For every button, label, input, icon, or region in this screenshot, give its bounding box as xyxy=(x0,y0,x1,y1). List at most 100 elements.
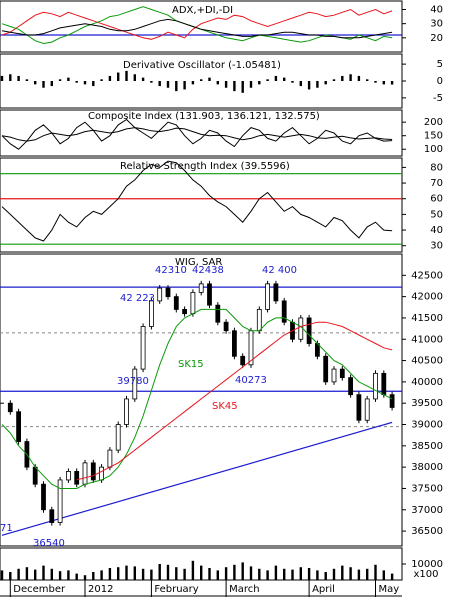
bar xyxy=(158,81,161,87)
bar xyxy=(266,79,269,81)
bar xyxy=(75,81,78,83)
candle xyxy=(157,287,163,302)
candle xyxy=(16,411,22,442)
bar xyxy=(299,567,302,580)
bar xyxy=(241,81,244,93)
bar xyxy=(341,75,344,81)
bar xyxy=(108,75,112,81)
bar xyxy=(9,74,12,81)
y-tick-label: 70 xyxy=(430,178,443,189)
candle xyxy=(323,355,329,383)
panel-title: Derivative Oscillator (-1.05481) xyxy=(123,60,281,71)
candle xyxy=(132,368,138,400)
bar xyxy=(25,79,29,81)
bar xyxy=(42,565,45,580)
annotation: 42438 xyxy=(192,265,224,276)
candle xyxy=(356,394,362,421)
candle xyxy=(107,449,113,468)
bar xyxy=(50,81,53,87)
series-line xyxy=(1,127,393,142)
annotation: 71 xyxy=(0,523,13,534)
bar xyxy=(183,81,186,90)
panel xyxy=(0,109,403,157)
bar xyxy=(349,567,352,580)
y-tick-label: 42000 xyxy=(411,292,443,303)
candle xyxy=(124,398,129,425)
y-tick-label: 39500 xyxy=(411,398,443,409)
bar xyxy=(208,77,211,81)
bar xyxy=(150,569,153,580)
bar xyxy=(357,569,361,580)
y-tick-label: 80 xyxy=(430,162,443,173)
bar xyxy=(316,81,319,88)
candle xyxy=(265,283,271,310)
bar xyxy=(166,81,170,88)
y-tick-label: 30 xyxy=(430,241,443,252)
bar xyxy=(382,81,385,85)
bar xyxy=(291,569,294,580)
bar xyxy=(332,79,336,81)
bar xyxy=(141,77,145,81)
annotation: 39780 xyxy=(117,376,149,387)
panel-title: ADX,+DI,-DI xyxy=(172,5,233,16)
bar xyxy=(390,81,394,85)
series-line xyxy=(1,18,393,39)
annotation: 40273 xyxy=(235,375,267,386)
y-tick-label: 37000 xyxy=(411,505,443,516)
bar xyxy=(92,572,95,580)
bar xyxy=(357,75,361,81)
bar xyxy=(100,79,103,81)
y-tick-label: 0 xyxy=(437,76,443,87)
bar xyxy=(324,572,327,580)
bar xyxy=(158,564,161,580)
candle xyxy=(90,462,96,481)
annotation: SK15 xyxy=(178,359,204,370)
panel xyxy=(0,157,403,253)
bar xyxy=(258,568,261,580)
candle xyxy=(165,287,171,298)
bar xyxy=(175,567,178,580)
bar xyxy=(191,560,195,580)
y-tick-label: 41000 xyxy=(411,334,443,345)
bar xyxy=(75,573,78,580)
candle xyxy=(215,304,221,323)
y-tick-label: 5 xyxy=(437,59,443,70)
bar xyxy=(117,72,120,81)
bar xyxy=(58,79,62,81)
candle xyxy=(57,479,63,523)
bar xyxy=(67,77,70,81)
bar xyxy=(216,81,219,85)
bar xyxy=(366,568,369,580)
series-line xyxy=(1,308,393,489)
bar xyxy=(92,81,95,87)
y-tick-label: -5 xyxy=(433,93,443,104)
bar xyxy=(224,567,228,580)
y-tick-label: 30 xyxy=(430,19,443,30)
candle xyxy=(49,509,55,523)
bar xyxy=(200,79,203,81)
candle xyxy=(373,372,378,400)
series-line xyxy=(1,118,393,150)
bar xyxy=(366,79,369,81)
candle xyxy=(66,471,71,481)
bar xyxy=(390,573,394,580)
trend-line xyxy=(1,421,393,536)
bar xyxy=(175,81,178,92)
bar xyxy=(83,575,87,580)
bar xyxy=(9,572,12,580)
bar xyxy=(125,70,128,81)
candle xyxy=(32,466,38,485)
y-tick-label: 60 xyxy=(430,194,443,205)
bar xyxy=(191,81,195,85)
bar xyxy=(133,74,136,81)
candle xyxy=(140,326,146,370)
bar xyxy=(50,568,53,580)
bar xyxy=(233,81,236,92)
bar xyxy=(100,570,103,580)
bar xyxy=(299,81,302,87)
candle xyxy=(115,424,121,451)
bar xyxy=(332,568,336,580)
bar xyxy=(125,565,128,580)
candle xyxy=(99,466,104,481)
x-tick-label: April xyxy=(312,584,335,595)
